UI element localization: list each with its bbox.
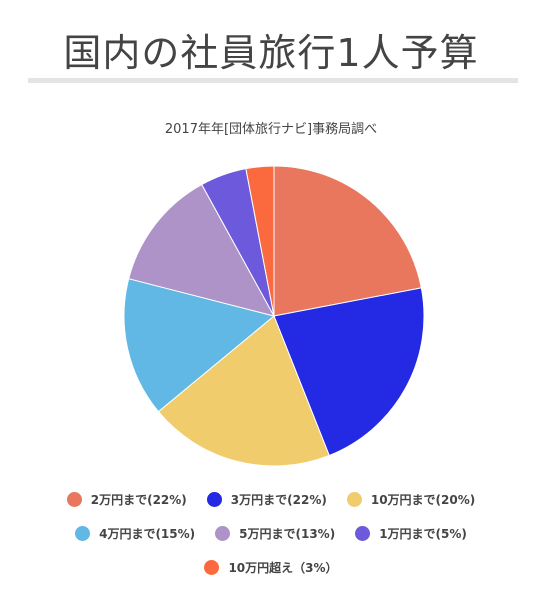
legend-item-2man[interactable]: 2万円まで(22%): [66, 491, 187, 508]
legend-row: 10万円超え（3%）: [0, 550, 542, 584]
legend-swatch: [346, 491, 362, 507]
legend-item-5man[interactable]: 5万円まで(13%): [215, 525, 335, 542]
legend-label: 3万円まで(22%): [230, 492, 327, 507]
legend-item-3man[interactable]: 3万円まで(22%): [206, 491, 327, 508]
legend: 2万円まで(22%) 3万円まで(22%) 10万円まで(20%) 4万円まで(…: [0, 482, 542, 584]
legend-swatch: [75, 525, 91, 541]
legend-row: 4万円まで(15%) 5万円まで(13%) 1万円まで(5%): [0, 516, 542, 550]
legend-row: 2万円まで(22%) 3万円まで(22%) 10万円まで(20%): [0, 482, 542, 516]
legend-item-10man[interactable]: 10万円まで(20%): [346, 491, 476, 508]
chart-title: 国内の社員旅行1人予算: [63, 31, 479, 75]
legend-label: 2万円まで(22%): [90, 492, 187, 507]
legend-item-4man[interactable]: 4万円まで(15%): [75, 525, 195, 542]
title-underline: [28, 78, 518, 83]
legend-label: 5万円まで(13%): [239, 526, 336, 541]
slice-3man[interactable]: [273, 287, 425, 457]
slice-10man-over[interactable]: [245, 165, 275, 317]
legend-item-10man-over[interactable]: 10万円超え（3%）: [204, 559, 338, 576]
legend-swatch: [206, 491, 222, 507]
legend-label: 4万円まで(15%): [99, 526, 196, 541]
slice-10man[interactable]: [157, 315, 330, 467]
legend-label: 10万円まで(20%): [370, 492, 476, 507]
legend-swatch: [66, 491, 82, 507]
chart-subtitle: 2017年年[団体旅行ナビ]事務局調べ: [164, 122, 378, 137]
slice-5man[interactable]: [128, 183, 275, 317]
slice-4man[interactable]: [123, 278, 276, 413]
legend-swatch: [215, 525, 231, 541]
legend-item-1man[interactable]: 1万円まで(5%): [355, 525, 467, 542]
legend-swatch: [355, 525, 371, 541]
slice-2man[interactable]: [273, 165, 422, 317]
legend-swatch: [204, 559, 220, 575]
legend-label: 10万円超え（3%）: [228, 560, 338, 575]
legend-label: 1万円まで(5%): [379, 526, 467, 541]
